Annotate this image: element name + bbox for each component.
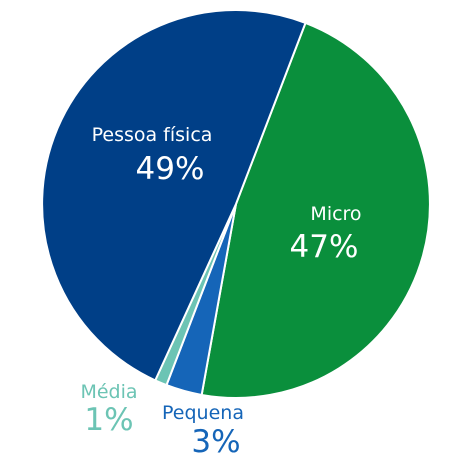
slice-value-media: 1% — [84, 402, 133, 438]
pie-slice-pessoa-fisica — [41, 9, 307, 382]
slice-value-pequena: 3% — [191, 424, 240, 460]
slice-label-pequena: Pequena — [162, 402, 244, 424]
slice-label-media: Média — [80, 381, 137, 403]
pie-slice-micro — [200, 21, 431, 399]
slice-label-micro: Micro — [310, 203, 361, 225]
slice-value-pessoa-fisica: 49% — [136, 151, 205, 187]
pie-labels: Micro 47% Pequena 3% Média 1% Pessoa fís… — [80, 124, 361, 460]
slice-label-pessoa-fisica: Pessoa física — [92, 124, 213, 146]
slice-value-micro: 47% — [290, 229, 359, 265]
pie-slices — [41, 9, 431, 399]
